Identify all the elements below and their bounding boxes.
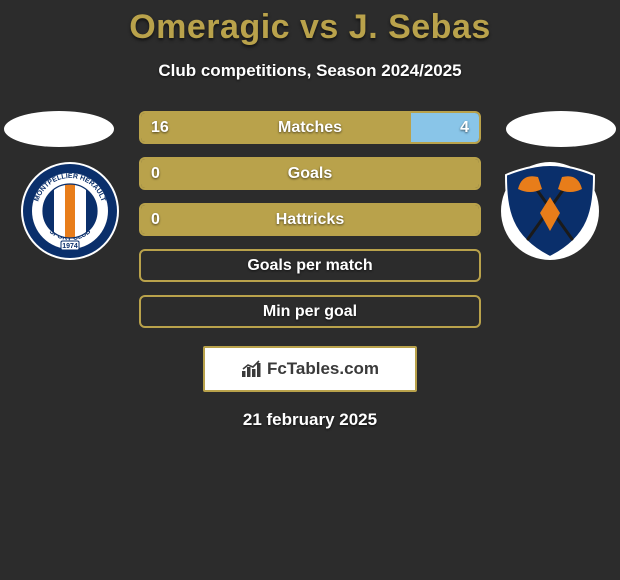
content-area: MONTPELLIER HERAULT SPORT CLUB 1974 [0, 111, 620, 430]
bar-value-right: 4 [460, 113, 469, 142]
bar-segments [141, 251, 479, 280]
subtitle: Club competitions, Season 2024/2025 [0, 61, 620, 81]
stat-bar: Goals0 [139, 157, 481, 190]
montpellier-badge-svg: MONTPELLIER HERAULT SPORT CLUB 1974 [20, 161, 120, 261]
comparison-card: Omeragic vs J. Sebas Club competitions, … [0, 0, 620, 580]
bar-value-left: 0 [151, 205, 160, 234]
bar-fill-left [141, 205, 479, 234]
bar-fill-left [141, 159, 479, 188]
page-title: Omeragic vs J. Sebas [0, 8, 620, 47]
bar-segments [141, 113, 479, 142]
bar-value-left: 0 [151, 159, 160, 188]
stat-bar: Min per goal [139, 295, 481, 328]
bar-fill-left [141, 113, 411, 142]
brand-text: FcTables.com [267, 359, 379, 379]
right-club-badge [500, 161, 600, 261]
bar-segments [141, 205, 479, 234]
badge-year: 1974 [62, 243, 78, 250]
date-text: 21 february 2025 [0, 410, 620, 430]
bar-chart-icon [241, 360, 263, 378]
tappara-badge-svg [500, 161, 600, 261]
stat-bars: Matches164Goals0Hattricks0Goals per matc… [139, 111, 481, 328]
bar-segments [141, 297, 479, 326]
right-shadow-ellipse [506, 111, 616, 147]
brand-box[interactable]: FcTables.com [203, 346, 417, 392]
stat-bar: Hattricks0 [139, 203, 481, 236]
stat-bar: Goals per match [139, 249, 481, 282]
stat-bar: Matches164 [139, 111, 481, 144]
bar-segments [141, 159, 479, 188]
left-club-badge: MONTPELLIER HERAULT SPORT CLUB 1974 [20, 161, 120, 261]
bar-value-left: 16 [151, 113, 169, 142]
left-shadow-ellipse [4, 111, 114, 147]
